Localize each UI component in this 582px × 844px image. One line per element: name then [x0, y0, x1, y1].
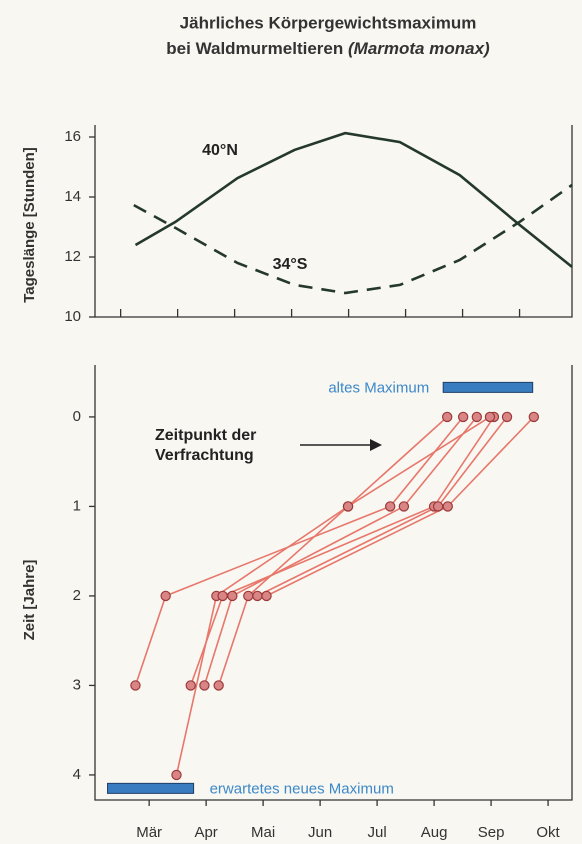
- trajectory-line: [175, 416, 448, 776]
- trajectory-line: [203, 416, 478, 686]
- data-point: [227, 590, 238, 602]
- day-length-line: [134, 131, 573, 268]
- y-tick-label: 10: [64, 308, 81, 325]
- y-tick-label: 1: [73, 497, 81, 514]
- data-point: [243, 590, 254, 602]
- data-point: [130, 680, 141, 691]
- trajectory-line: [257, 416, 508, 597]
- series-label: 40°N: [202, 142, 238, 159]
- y-tick-label: 0: [73, 408, 81, 425]
- arrow-head: [370, 439, 382, 451]
- data-point: [528, 411, 540, 423]
- day-length-line: [133, 183, 573, 295]
- x-tick-label: Apr: [194, 824, 217, 841]
- data-point: [432, 501, 444, 512]
- data-point: [385, 501, 396, 512]
- y-tick-label: 2: [73, 587, 81, 604]
- trajectories: [130, 411, 540, 781]
- data-point: [160, 590, 171, 602]
- data-point: [199, 680, 210, 691]
- range-label: erwartetes neues Maximum: [210, 780, 394, 797]
- data-point: [185, 680, 196, 691]
- y-tick-label: 4: [73, 766, 81, 783]
- title-species: (Marmota monax): [348, 39, 490, 58]
- title-line: Jährliches Körpergewichtsmaximum: [180, 13, 477, 32]
- title-text: bei Waldmurmeltieren: [166, 39, 343, 58]
- data-point: [441, 411, 453, 423]
- y-axis-title: Zeit [Jahre]: [21, 560, 38, 641]
- series-label: 34°S: [273, 256, 308, 273]
- trajectory-line: [217, 416, 491, 686]
- range-label: altes Maximum: [328, 379, 429, 396]
- axis-frame: [94, 125, 573, 318]
- trajectory-line: [189, 416, 495, 686]
- y-tick-label: 12: [64, 248, 81, 265]
- max-range-bar: [107, 782, 195, 794]
- y-tick-label: 16: [64, 128, 81, 145]
- data-point: [457, 411, 469, 423]
- x-tick-label: Jul: [368, 824, 387, 841]
- axis-frame: [94, 365, 573, 801]
- x-tick-label: Mai: [251, 824, 275, 841]
- annotation: Zeitpunkt der: [155, 427, 256, 444]
- y-axis-title: Tageslänge [Stunden]: [21, 147, 38, 303]
- x-tick-label: Aug: [421, 824, 448, 841]
- max-range-bar: [442, 381, 534, 393]
- trajectory-line: [134, 416, 464, 686]
- title-line: bei Waldmurmeltieren (Marmota monax): [166, 39, 490, 58]
- data-point: [484, 411, 496, 423]
- x-tick-label: Okt: [536, 824, 560, 841]
- data-point: [171, 769, 182, 781]
- y-tick-label: 14: [64, 188, 81, 205]
- data-point: [217, 590, 228, 602]
- annotation: Verfrachtung: [155, 447, 254, 464]
- data-point: [342, 501, 354, 512]
- data-point: [501, 411, 513, 423]
- data-point: [213, 680, 224, 691]
- x-tick-label: Jun: [308, 824, 332, 841]
- data-point: [252, 590, 263, 602]
- x-tick-label: Sep: [478, 824, 505, 841]
- data-point: [471, 411, 483, 423]
- y-tick-label: 3: [73, 676, 81, 693]
- x-tick-label: Mär: [136, 824, 162, 841]
- data-point: [442, 501, 453, 512]
- data-point: [398, 501, 410, 512]
- data-point: [261, 590, 272, 602]
